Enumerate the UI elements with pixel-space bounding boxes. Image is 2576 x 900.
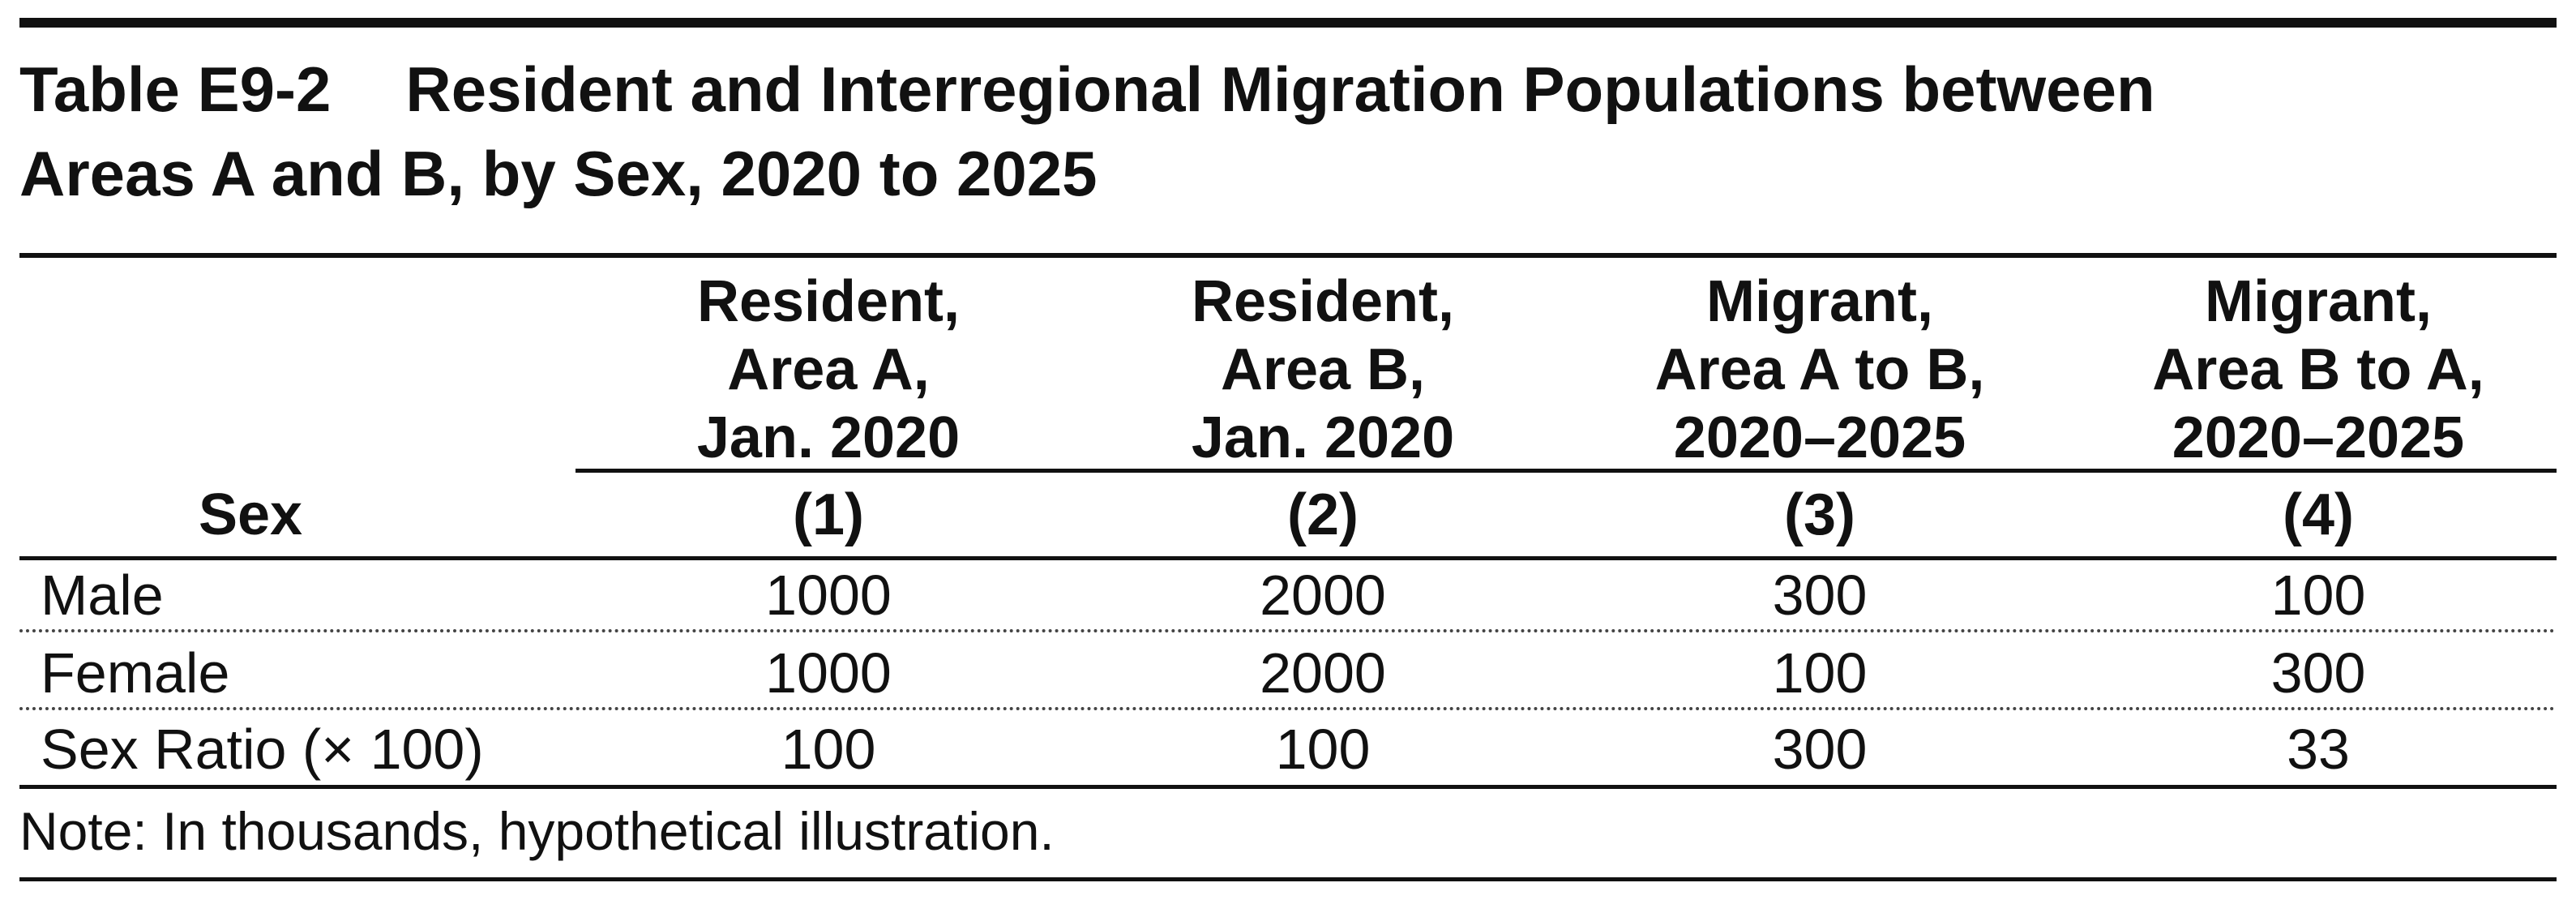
- column-header-line: Resident,: [696, 269, 961, 334]
- column-header-line: Area A to B,: [1654, 337, 1985, 402]
- column-header-line: Jan. 2020: [696, 405, 961, 470]
- table-cell: 100: [2270, 564, 2366, 627]
- column-number-3: (3): [1784, 482, 1855, 547]
- table-note: Note: In thousands, hypothetical illustr…: [19, 801, 1055, 861]
- table-cell: 33: [2287, 718, 2350, 781]
- table-title: Table E9-2 Resident and Interregional Mig…: [19, 47, 2557, 216]
- column-header-line: 2020–2025: [1673, 405, 1966, 470]
- column-header-line: Area B to A,: [2152, 337, 2484, 402]
- table-number: Table E9-2: [19, 54, 332, 125]
- table-cell: 1000: [765, 564, 892, 627]
- row-label: Sex Ratio (× 100): [41, 718, 484, 781]
- column-header-4: Migrant, Area B to A, 2020–2025: [2091, 268, 2545, 472]
- column-header-1: Resident, Area A, Jan. 2020: [601, 268, 1055, 472]
- table-cell: 100: [1275, 718, 1371, 781]
- table-title-line-2: Areas A and B, by Sex, 2020 to 2025: [19, 138, 1098, 209]
- column-number-4: (4): [2283, 482, 2354, 547]
- column-group-rule: [576, 469, 2557, 473]
- top-rule: [19, 18, 2557, 28]
- table-bottom-rule: [19, 785, 2557, 789]
- title-bottom-rule: [19, 253, 2557, 258]
- table-cell: 2000: [1260, 564, 1386, 627]
- column-header-3: Migrant, Area A to B, 2020–2025: [1593, 268, 2047, 472]
- column-header-line: Area A,: [727, 337, 930, 402]
- table-row-female: Female 1000 2000 100 300: [19, 636, 2557, 710]
- table-cell: 100: [781, 718, 876, 781]
- column-header-line: Migrant,: [1706, 269, 1933, 334]
- table-cell: 100: [1772, 641, 1868, 705]
- row-label: Male: [41, 564, 164, 627]
- table-row-male: Male 1000 2000 300 100: [19, 558, 2557, 632]
- table-cell: 300: [1772, 564, 1868, 627]
- column-header-line: 2020–2025: [2172, 405, 2465, 470]
- column-header-line: Jan. 2020: [1191, 405, 1455, 470]
- column-header-2: Resident, Area B, Jan. 2020: [1096, 268, 1550, 472]
- table-cell: 300: [2270, 641, 2366, 705]
- column-header-line: Resident,: [1191, 269, 1455, 334]
- table-title-line-1: Resident and Interregional Migration Pop…: [405, 54, 2155, 125]
- table-cell: 2000: [1260, 641, 1386, 705]
- table-row-sex-ratio: Sex Ratio (× 100) 100 100 300 33: [19, 712, 2557, 786]
- row-label: Female: [41, 641, 230, 705]
- note-bottom-rule: [19, 877, 2557, 881]
- table-cell: 1000: [765, 641, 892, 705]
- column-number-2: (2): [1287, 482, 1359, 547]
- column-header-line: Area B,: [1220, 337, 1426, 402]
- row-divider: [19, 629, 2557, 632]
- column-header-line: Migrant,: [2205, 269, 2432, 334]
- column-number-1: (1): [793, 482, 864, 547]
- row-divider: [19, 707, 2557, 710]
- table-cell: 300: [1772, 718, 1868, 781]
- stub-header: Sex: [198, 482, 303, 547]
- header-bottom-rule: [19, 556, 2557, 560]
